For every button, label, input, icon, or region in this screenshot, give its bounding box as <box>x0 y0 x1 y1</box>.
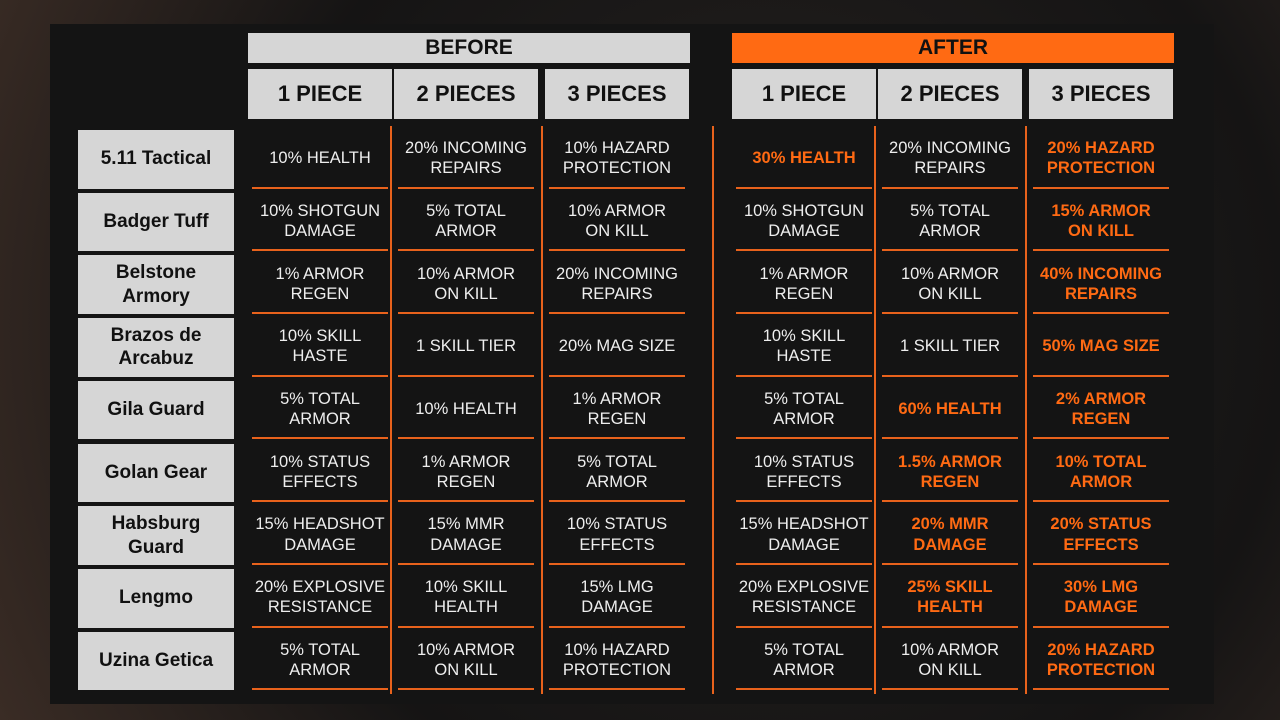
brand-name: Gila Guard <box>78 380 234 440</box>
bonus-cell: 15% MMR DAMAGE <box>398 506 534 565</box>
column-header: 1 PIECE <box>732 69 876 119</box>
bonus-cell: 10% STATUS EFFECTS <box>252 444 388 503</box>
bonus-cell: 25% SKILL HEALTH <box>882 569 1018 628</box>
bonus-cell: 20% MMR DAMAGE <box>882 506 1018 565</box>
bonus-cell: 10% STATUS EFFECTS <box>549 506 685 565</box>
bonus-cell: 1.5% ARMOR REGEN <box>882 444 1018 503</box>
column-header: 3 PIECES <box>545 69 689 119</box>
bonus-cell: 20% STATUS EFFECTS <box>1033 506 1169 565</box>
brand-name: Badger Tuff <box>78 192 234 252</box>
bonus-cell: 60% HEALTH <box>882 381 1018 440</box>
bonus-cell: 50% MAG SIZE <box>1033 318 1169 377</box>
table-panel <box>50 24 1214 704</box>
bonus-cell: 10% SKILL HASTE <box>736 318 872 377</box>
bonus-cell: 10% SKILL HASTE <box>252 318 388 377</box>
bonus-cell: 10% SHOTGUN DAMAGE <box>736 193 872 252</box>
bonus-cell: 5% TOTAL ARMOR <box>252 632 388 691</box>
bonus-cell: 20% HAZARD PROTECTION <box>1033 632 1169 691</box>
column-header: 1 PIECE <box>248 69 392 119</box>
bonus-cell: 10% STATUS EFFECTS <box>736 444 872 503</box>
brand-name: Habsburg Guard <box>78 506 234 565</box>
bonus-cell: 1 SKILL TIER <box>398 318 534 377</box>
bonus-cell: 30% LMG DAMAGE <box>1033 569 1169 628</box>
brand-name: Brazos de Arcabuz <box>78 318 234 377</box>
bonus-cell: 5% TOTAL ARMOR <box>549 444 685 503</box>
bonus-cell: 20% HAZARD PROTECTION <box>1033 130 1169 189</box>
bonus-cell: 10% HEALTH <box>398 381 534 440</box>
bonus-cell: 20% EXPLOSIVE RESISTANCE <box>252 569 388 628</box>
bonus-cell: 5% TOTAL ARMOR <box>882 193 1018 252</box>
bonus-cell: 10% ARMOR ON KILL <box>882 632 1018 691</box>
column-separator <box>541 126 543 694</box>
brand-name: Lengmo <box>78 568 234 628</box>
column-header: 2 PIECES <box>394 69 538 119</box>
bonus-cell: 20% MAG SIZE <box>549 318 685 377</box>
bonus-cell: 20% EXPLOSIVE RESISTANCE <box>736 569 872 628</box>
column-separator <box>712 126 714 694</box>
column-separator <box>874 126 876 694</box>
bonus-cell: 15% ARMOR ON KILL <box>1033 193 1169 252</box>
bonus-cell: 5% TOTAL ARMOR <box>736 381 872 440</box>
bonus-cell: 10% ARMOR ON KILL <box>882 255 1018 315</box>
bonus-cell: 40% INCOMING REPAIRS <box>1033 255 1169 315</box>
column-separator <box>1025 126 1027 694</box>
group-header: BEFORE <box>248 33 690 63</box>
column-separator <box>390 126 392 694</box>
bonus-cell: 30% HEALTH <box>736 130 872 189</box>
bonus-cell: 10% HAZARD PROTECTION <box>549 632 685 691</box>
bonus-cell: 20% INCOMING REPAIRS <box>398 130 534 189</box>
bonus-cell: 10% ARMOR ON KILL <box>549 193 685 252</box>
bonus-cell: 2% ARMOR REGEN <box>1033 381 1169 440</box>
bonus-cell: 5% TOTAL ARMOR <box>398 193 534 252</box>
bonus-cell: 1% ARMOR REGEN <box>398 444 534 503</box>
bonus-cell: 10% TOTAL ARMOR <box>1033 444 1169 503</box>
bonus-cell: 5% TOTAL ARMOR <box>252 381 388 440</box>
bonus-cell: 1% ARMOR REGEN <box>549 381 685 440</box>
column-header: 3 PIECES <box>1029 69 1173 119</box>
bonus-cell: 10% ARMOR ON KILL <box>398 255 534 315</box>
brand-name: Uzina Getica <box>78 631 234 691</box>
column-header: 2 PIECES <box>878 69 1022 119</box>
bonus-cell: 20% INCOMING REPAIRS <box>549 255 685 315</box>
bonus-cell: 15% LMG DAMAGE <box>549 569 685 628</box>
bonus-cell: 15% HEADSHOT DAMAGE <box>736 506 872 565</box>
bonus-cell: 10% ARMOR ON KILL <box>398 632 534 691</box>
group-header: AFTER <box>732 33 1174 63</box>
brand-name: Belstone Armory <box>78 255 234 315</box>
bonus-cell: 1 SKILL TIER <box>882 318 1018 377</box>
bonus-cell: 15% HEADSHOT DAMAGE <box>252 506 388 565</box>
bonus-cell: 10% HAZARD PROTECTION <box>549 130 685 189</box>
brand-name: Golan Gear <box>78 443 234 503</box>
bonus-cell: 10% HEALTH <box>252 130 388 189</box>
brand-name: 5.11 Tactical <box>78 130 234 189</box>
bonus-cell: 10% SHOTGUN DAMAGE <box>252 193 388 252</box>
bonus-cell: 20% INCOMING REPAIRS <box>882 130 1018 189</box>
bonus-cell: 1% ARMOR REGEN <box>736 255 872 315</box>
bonus-cell: 10% SKILL HEALTH <box>398 569 534 628</box>
bonus-cell: 1% ARMOR REGEN <box>252 255 388 315</box>
bonus-cell: 5% TOTAL ARMOR <box>736 632 872 691</box>
